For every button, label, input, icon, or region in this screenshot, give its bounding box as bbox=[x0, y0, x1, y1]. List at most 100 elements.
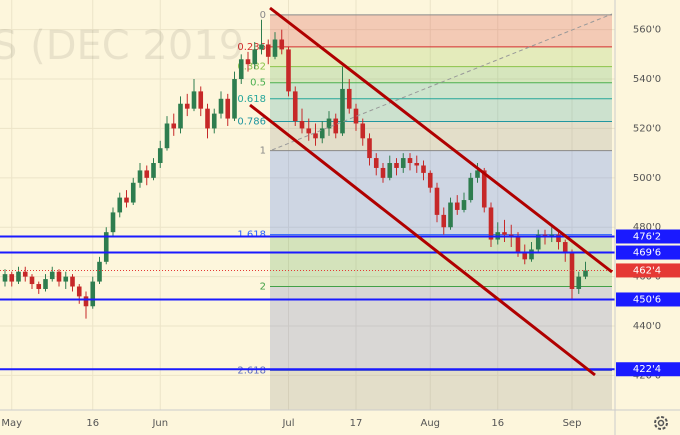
candle-body bbox=[83, 296, 89, 307]
candle-body bbox=[218, 98, 224, 114]
candle-body bbox=[468, 177, 474, 201]
fib-band bbox=[270, 98, 612, 122]
x-tick-label: 16 bbox=[86, 418, 99, 429]
y-tick-label: 500'0 bbox=[633, 173, 661, 184]
fib-label: 2 bbox=[260, 282, 266, 293]
fib-trend bbox=[271, 13, 613, 151]
candle-body bbox=[387, 163, 393, 178]
x-tick-label: 17 bbox=[350, 418, 363, 429]
channel-lower bbox=[249, 103, 596, 377]
candle-body bbox=[103, 232, 109, 262]
candle-body bbox=[286, 49, 291, 92]
candle-body bbox=[70, 276, 75, 287]
candle-body bbox=[124, 197, 129, 203]
candle-body bbox=[157, 148, 163, 164]
candle-body bbox=[205, 108, 210, 129]
y-tick-label: 440'0 bbox=[633, 321, 661, 332]
fib-label: 1.618 bbox=[237, 230, 266, 241]
candle-body bbox=[198, 91, 204, 109]
candle-body bbox=[421, 165, 426, 173]
candle-body bbox=[252, 49, 258, 65]
fib-label: 0.786 bbox=[237, 117, 266, 128]
candle-body bbox=[448, 202, 453, 228]
candle-body bbox=[22, 271, 28, 277]
candle-body bbox=[394, 163, 399, 168]
x-tick-label: Jul bbox=[281, 418, 294, 429]
candle-body bbox=[427, 172, 433, 188]
watermark: S (DEC 2019 bbox=[0, 23, 244, 69]
candle-body bbox=[319, 128, 325, 139]
y-tick-label: 540'0 bbox=[633, 74, 661, 85]
fib-label: 0 bbox=[260, 10, 266, 21]
y-tick-label: 520'0 bbox=[633, 123, 661, 134]
candle-body bbox=[144, 170, 150, 178]
price-label: 476'2 bbox=[633, 231, 661, 242]
x-tick-label: May bbox=[1, 418, 22, 429]
candle-body bbox=[2, 274, 8, 282]
last-price-bg bbox=[616, 263, 680, 278]
candle-body bbox=[292, 91, 298, 122]
candle-body bbox=[461, 200, 467, 210]
candle-body bbox=[110, 212, 116, 233]
candle-body bbox=[29, 276, 35, 285]
candle-body bbox=[313, 133, 318, 139]
price-label: 450'6 bbox=[633, 294, 661, 305]
candle-body bbox=[211, 113, 217, 129]
candle-body bbox=[232, 79, 237, 119]
price-label-bg bbox=[616, 362, 680, 377]
candle-body bbox=[535, 234, 541, 250]
candle-body bbox=[97, 261, 102, 282]
fib-label: 2.618 bbox=[237, 365, 266, 376]
candle-body bbox=[76, 286, 82, 297]
x-tick-label: Sep bbox=[563, 418, 582, 429]
drawings bbox=[249, 6, 613, 377]
gear-hub[interactable] bbox=[657, 419, 665, 427]
candle-body bbox=[164, 123, 170, 149]
candle-body bbox=[43, 279, 48, 289]
y-tick-label: 480'0 bbox=[633, 222, 661, 233]
settings-icon[interactable] bbox=[654, 416, 668, 430]
fib-band bbox=[270, 66, 612, 83]
candle-body bbox=[407, 158, 413, 164]
x-tick-label: 16 bbox=[491, 418, 504, 429]
candle-body bbox=[414, 163, 420, 166]
candle-body bbox=[529, 249, 534, 260]
candle-body bbox=[259, 44, 264, 50]
candle-body bbox=[49, 271, 55, 280]
candle-body bbox=[299, 121, 305, 129]
candle-body bbox=[475, 170, 480, 178]
candle-body bbox=[265, 44, 271, 57]
candle-body bbox=[488, 207, 494, 240]
price-label-bg bbox=[616, 245, 680, 260]
candle-body bbox=[522, 251, 528, 260]
candle-body bbox=[441, 214, 447, 228]
candle-body bbox=[569, 251, 575, 289]
candle-body bbox=[502, 232, 507, 235]
price-label: 422'4 bbox=[633, 364, 661, 375]
candle-body bbox=[515, 237, 521, 252]
candle-body bbox=[326, 118, 332, 129]
candle-body bbox=[562, 242, 568, 252]
candle-body bbox=[340, 88, 345, 134]
fib-label: 1 bbox=[260, 146, 266, 157]
candle-body bbox=[556, 234, 561, 243]
candle-body bbox=[56, 271, 62, 282]
x-tick-label: Aug bbox=[420, 418, 440, 429]
fib-label: 0.236 bbox=[237, 42, 266, 53]
fib-label: 0.382 bbox=[237, 62, 266, 73]
candle-body bbox=[171, 123, 177, 129]
fib-band bbox=[270, 234, 612, 287]
candle-body bbox=[353, 108, 359, 124]
price-label-bg bbox=[616, 292, 680, 307]
candle-body bbox=[306, 128, 312, 134]
candle-body bbox=[36, 284, 42, 289]
fib-band bbox=[270, 150, 612, 235]
gear[interactable] bbox=[654, 416, 668, 430]
candle-body bbox=[117, 197, 123, 213]
fib-band bbox=[270, 46, 612, 67]
candle-body bbox=[9, 274, 15, 282]
candle-body bbox=[367, 138, 372, 159]
candle-body bbox=[434, 187, 440, 215]
candle-body bbox=[178, 103, 183, 129]
